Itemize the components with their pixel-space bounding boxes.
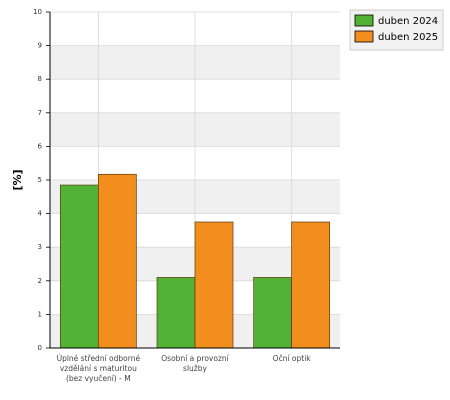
y-tick-label: 1 <box>38 310 42 318</box>
x-tick-label: Oční optik <box>272 354 311 363</box>
bar <box>194 221 234 349</box>
bar <box>156 277 196 349</box>
y-tick-label: 5 <box>38 176 42 184</box>
legend-swatch <box>354 14 374 27</box>
bar <box>59 184 99 349</box>
y-tick-label: 8 <box>38 75 42 83</box>
y-tick-label: 0 <box>38 344 42 352</box>
y-tick-label: 4 <box>38 210 43 218</box>
bar <box>253 277 293 349</box>
bar <box>97 173 137 349</box>
legend-label: duben 2025 <box>378 32 438 43</box>
y-tick-label: 10 <box>33 8 42 16</box>
y-tick-label: 6 <box>38 142 43 150</box>
bar <box>291 221 331 349</box>
legend-swatch <box>354 30 374 43</box>
y-tick-label: 7 <box>38 109 42 117</box>
x-tick-label: Osobní a provozní služby <box>161 354 229 373</box>
y-tick-label: 2 <box>38 277 42 285</box>
y-tick-label: 9 <box>38 42 42 50</box>
y-tick-label: 3 <box>38 243 42 251</box>
y-axis-label: [%] <box>11 169 24 190</box>
legend-label: duben 2024 <box>378 16 438 27</box>
x-tick-label: Úplné střední odborné vzdělání s maturit… <box>56 354 141 383</box>
